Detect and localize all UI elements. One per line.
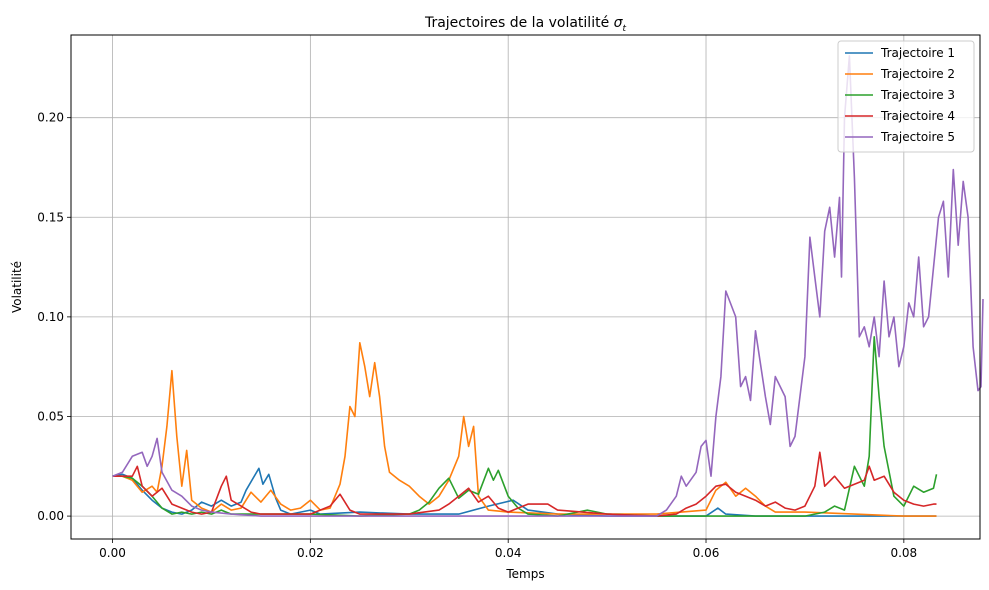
x-tick-label: 0.02	[297, 546, 324, 560]
y-tick-label: 0.15	[37, 210, 64, 224]
x-axis-label: Temps	[505, 567, 544, 581]
legend-label-4: Trajectoire 4	[880, 109, 955, 123]
y-axis-ticks: 0.00 0.05 0.10 0.15 0.20	[37, 111, 71, 523]
y-tick-label: 0.20	[37, 111, 64, 125]
legend-label-1: Trajectoire 1	[880, 46, 955, 60]
legend-label-2: Trajectoire 2	[880, 67, 955, 81]
series-line-2	[112, 341, 937, 517]
y-tick-label: 0.10	[37, 310, 64, 324]
plot-frame	[70, 34, 981, 540]
x-tick-label: 0.04	[495, 546, 522, 560]
y-tick-label: 0.00	[37, 509, 64, 523]
chart-title: Trajectoires de la volatilité σt	[424, 15, 627, 34]
x-tick-label: 0.08	[890, 546, 917, 560]
series-lines	[112, 55, 984, 517]
x-tick-label: 0.00	[99, 546, 126, 560]
legend-label-3: Trajectoire 3	[880, 88, 955, 102]
x-tick-label: 0.06	[693, 546, 720, 560]
x-axis-ticks: 0.00 0.02 0.04 0.06 0.08	[99, 539, 917, 560]
legend: Trajectoire 1 Trajectoire 2 Trajectoire 3 T…	[837, 40, 975, 153]
series-line-5	[112, 55, 984, 517]
legend-label-5: Trajectoire 5	[880, 130, 955, 144]
y-axis-label: Volatilité	[10, 261, 24, 313]
y-tick-label: 0.05	[37, 409, 64, 423]
legend-box	[837, 40, 975, 153]
